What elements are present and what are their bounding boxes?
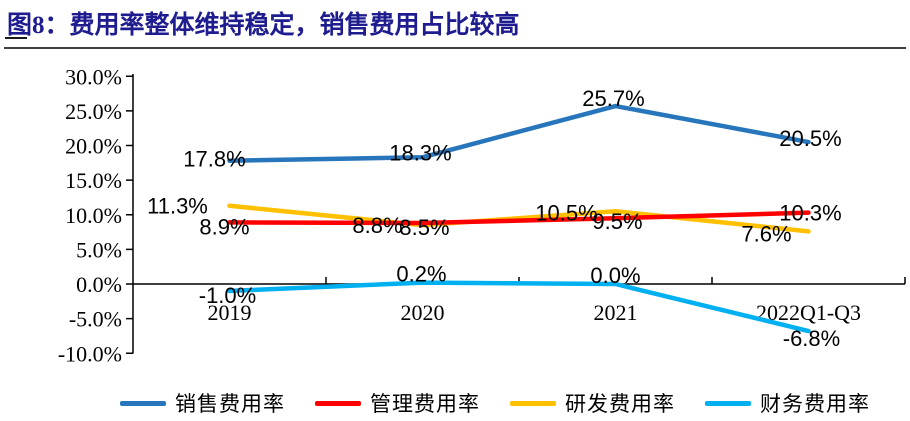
legend-item-finance-expense-ratio: 财务费用率: [705, 388, 870, 418]
series-line-sales-expense-ratio: [227, 103, 811, 163]
x-axis-label: 2021: [594, 300, 638, 325]
y-tick-label: 10.0%: [65, 203, 122, 228]
data-label-sales-expense-ratio: 25.7%: [582, 86, 644, 111]
data-label-finance-expense-ratio: -6.8%: [783, 326, 840, 351]
header-rule: [4, 47, 906, 49]
y-tick-label: 20.0%: [65, 134, 122, 159]
y-tick-label: 0.0%: [76, 272, 122, 297]
legend-label-sales-expense-ratio: 销售费用率: [175, 392, 285, 416]
y-tick-label: 25.0%: [65, 99, 122, 124]
legend-swatch-rd-expense-ratio: [510, 400, 556, 406]
legend-item-rd-expense-ratio: 研发费用率: [510, 388, 675, 418]
data-label-sales-expense-ratio: 17.8%: [183, 147, 245, 172]
legend-item-sales-expense-ratio: 销售费用率: [120, 388, 285, 418]
chart-legend: 销售费用率 管理费用率 研发费用率 财务费用率: [120, 388, 870, 418]
y-tick-label: 30.0%: [65, 64, 122, 89]
y-tick-label: -10.0%: [58, 341, 122, 366]
data-label-management-expense-ratio: 9.5%: [592, 209, 642, 234]
legend-label-rd-expense-ratio: 研发费用率: [565, 392, 675, 416]
data-label-rd-expense-ratio: 11.3%: [147, 194, 208, 219]
data-label-rd-expense-ratio: 7.6%: [741, 221, 791, 246]
legend-swatch-finance-expense-ratio: [705, 400, 751, 406]
data-label-finance-expense-ratio: -1.0%: [199, 283, 256, 308]
data-label-rd-expense-ratio: 10.5%: [535, 200, 597, 225]
data-label-rd-expense-ratio: 8.5%: [399, 215, 449, 240]
data-label-management-expense-ratio: 10.3%: [779, 201, 841, 226]
legend-item-management-expense-ratio: 管理费用率: [315, 388, 480, 418]
data-label-sales-expense-ratio: 18.3%: [389, 140, 451, 165]
data-label-finance-expense-ratio: 0.2%: [396, 262, 446, 287]
data-label-sales-expense-ratio: 20.5%: [779, 126, 841, 151]
legend-label-finance-expense-ratio: 财务费用率: [760, 392, 870, 416]
data-label-management-expense-ratio: 8.8%: [352, 213, 402, 238]
figure-title: 图8：费用率整体维持稳定，销售费用占比较高: [7, 12, 520, 39]
series-line-management-expense-ratio: [227, 210, 811, 226]
legend-swatch-sales-expense-ratio: [120, 400, 166, 406]
data-label-finance-expense-ratio: 0.0%: [590, 263, 640, 288]
x-axis-label: 2020: [401, 300, 445, 325]
legend-swatch-management-expense-ratio: [315, 400, 361, 406]
y-tick-label: 15.0%: [65, 168, 122, 193]
y-tick-label: 5.0%: [76, 237, 122, 262]
x-axis-label: 2019: [208, 300, 252, 325]
series-line-finance-expense-ratio: [227, 280, 811, 334]
y-tick-label: -5.0%: [69, 307, 122, 332]
series-line-rd-expense-ratio: [227, 203, 811, 234]
legend-label-management-expense-ratio: 管理费用率: [370, 392, 480, 416]
title-underline-mark: [5, 37, 27, 39]
data-label-management-expense-ratio: 8.9%: [199, 214, 249, 239]
